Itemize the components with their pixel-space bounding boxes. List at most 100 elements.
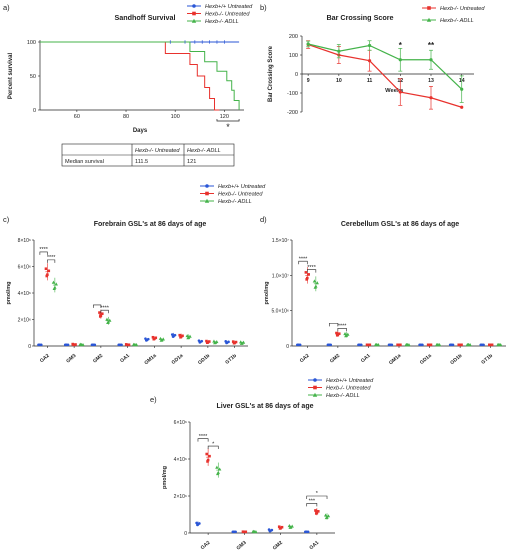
data-point (326, 514, 331, 518)
data-point (337, 332, 341, 335)
x-tick-label: 9 (307, 78, 310, 84)
data-point (359, 343, 363, 347)
significance-label: * (226, 122, 230, 132)
x-tick-label: GM2 (329, 353, 341, 365)
x-tick-label: GM3 (65, 353, 77, 365)
data-point (74, 343, 77, 346)
significance-label: *** (309, 499, 316, 505)
data-point (280, 525, 284, 529)
data-point (435, 343, 440, 347)
series-group (312, 276, 503, 347)
y-tick-label: 0 (295, 72, 298, 78)
data-point (316, 510, 320, 513)
data-point (306, 42, 310, 46)
x-axis-label: Days (133, 128, 148, 134)
data-point (421, 343, 424, 347)
data-point (374, 343, 379, 347)
x-tick-label: GA2 (39, 353, 51, 364)
data-point (482, 343, 485, 347)
legend-entry: Hexb+/+ Untreated (218, 184, 266, 190)
y-axis-label: pmol/mg (162, 466, 168, 489)
data-point (346, 332, 350, 336)
data-point (200, 339, 204, 343)
x-tick-label: GM1a (143, 353, 157, 366)
legend-entry: Hexb-/- ADLL (440, 18, 474, 24)
data-point (290, 524, 294, 528)
y-axis-label: pmol/mg (264, 282, 270, 305)
data-point (366, 343, 370, 347)
data-point (154, 336, 158, 340)
y-tick-label: 0 (28, 344, 31, 350)
data-point (368, 343, 372, 347)
data-point (367, 59, 372, 63)
data-point (451, 343, 455, 347)
significance-label: **** (299, 256, 308, 262)
data-point (458, 343, 461, 347)
data-point (307, 273, 310, 276)
data-point (207, 340, 211, 343)
data-point (100, 312, 104, 315)
data-point (98, 315, 102, 318)
y-axis-label: pmol/mg (6, 282, 12, 305)
x-tick-label: GD1b (449, 353, 463, 366)
data-point (337, 49, 341, 53)
significance-bracket (337, 328, 347, 332)
data-point (405, 343, 409, 347)
survival-table: Hexb-/- Untreated Hexb-/- ADLL Median surv… (61, 143, 235, 167)
x-tick-label: GA1 (119, 353, 131, 364)
data-point (239, 341, 244, 345)
data-point (46, 273, 49, 276)
chart-title: Cerebellum GSL's at 86 days of age (341, 221, 459, 228)
data-point (106, 320, 110, 325)
data-point (79, 343, 83, 347)
data-point (217, 467, 222, 471)
significance-bracket (100, 309, 109, 314)
y-tick-label: 0 (33, 108, 36, 114)
data-point (204, 198, 210, 203)
legend-entry: Hexb-/- ADLL (326, 393, 360, 399)
data-point (206, 460, 209, 463)
data-point (315, 281, 319, 285)
data-point (398, 58, 402, 62)
x-tick-label: GM1a (388, 353, 402, 366)
data-point (460, 87, 464, 91)
data-point (198, 522, 201, 525)
x-tick-label: GA1 (360, 353, 372, 364)
data-point (288, 525, 292, 529)
series-group (44, 263, 238, 347)
x-tick-label: 60 (74, 114, 80, 120)
significance-bracket (207, 445, 219, 450)
data-point (429, 343, 433, 347)
data-point (192, 11, 196, 16)
significance-label: * (399, 41, 403, 50)
data-point (118, 343, 121, 347)
data-point (306, 530, 310, 534)
data-point (159, 338, 163, 342)
panel-label: b) (260, 3, 267, 12)
chart-c: Forebrain GSL's at 86 days of age 0 2×10⁶ 4… (6, 184, 266, 366)
data-point (192, 4, 196, 8)
data-point (44, 267, 48, 271)
data-point (252, 530, 256, 534)
data-point (205, 341, 209, 344)
survival-curve (40, 41, 240, 110)
chart-title: Forebrain GSL's at 86 days of age (94, 221, 207, 228)
data-point (304, 271, 308, 274)
chart-a: Sandhoff Survival 60 80 100 120 0 50 100 Days Per… (8, 4, 253, 134)
series-group (205, 448, 320, 534)
legend-entry: Hexb-/- Untreated (218, 192, 263, 198)
data-point (178, 333, 182, 337)
data-point (241, 340, 246, 344)
data-point (45, 274, 49, 278)
significance-label: **** (39, 247, 48, 253)
significance-bracket (306, 503, 318, 507)
x-tick-label: 80 (123, 114, 129, 120)
data-point (170, 333, 174, 336)
data-point (427, 6, 431, 10)
data-point (327, 343, 330, 347)
data-point (460, 105, 464, 109)
series-group (306, 40, 464, 103)
x-tick-label: 100 (171, 114, 180, 120)
significance-label: **** (100, 305, 109, 311)
y-tick-label: -200 (287, 110, 298, 116)
